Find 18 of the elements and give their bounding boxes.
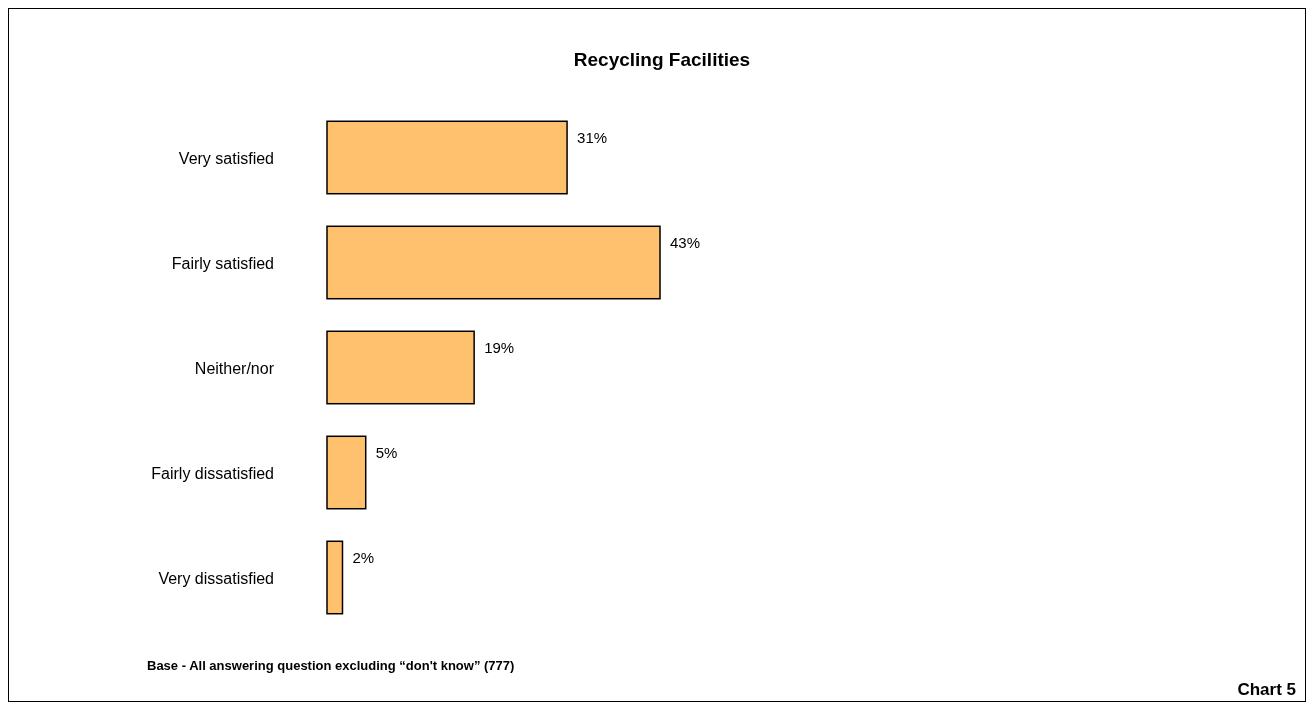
bar xyxy=(326,225,661,300)
y-tick-label: Fairly dissatisfied xyxy=(151,464,274,482)
data-label: 19% xyxy=(484,339,515,357)
data-label: 5% xyxy=(375,444,398,462)
data-label: 31% xyxy=(577,129,608,147)
bar xyxy=(326,435,367,510)
data-label: 43% xyxy=(670,234,701,252)
caption: Chart 5 xyxy=(1237,680,1296,699)
data-label: 2% xyxy=(352,549,375,567)
y-tick-label: Very satisfied xyxy=(178,149,274,167)
chart-title: Recycling Facilities xyxy=(573,49,751,70)
bar xyxy=(326,540,344,615)
y-tick-label: Fairly satisfied xyxy=(171,254,274,272)
bar xyxy=(326,330,475,405)
bar xyxy=(326,120,568,195)
text: Base - All answering question excluding “don't know” (777) xyxy=(147,658,515,673)
y-tick-label: Very dissatisfied xyxy=(158,569,274,587)
y-tick-label: Neither/nor xyxy=(194,359,275,377)
